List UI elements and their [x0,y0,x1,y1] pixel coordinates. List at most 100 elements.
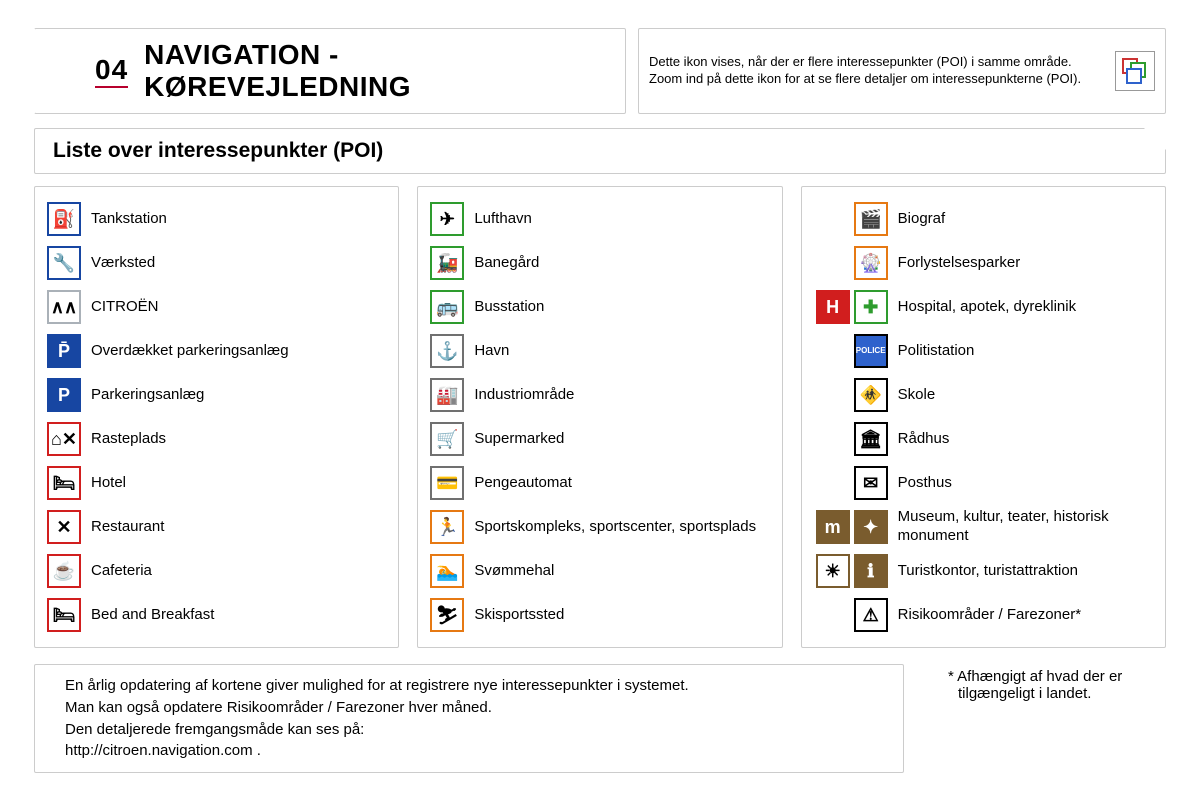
poi-icons: 🚸 [812,378,888,412]
poi-label: Politistation [898,342,1155,361]
poi-icons: 🏭 [428,378,464,412]
poi-row: ✉ Posthus [812,461,1155,505]
poi-icons: ⚠ [812,598,888,632]
poi-row: ⌂✕ Rasteplads [45,417,388,461]
poi-row: 🛒 Supermarked [428,417,771,461]
poi-column-1: ⛽Tankstation🔧Værksted∧∧CITROËNP̄Overdækk… [34,186,399,648]
poi-icon: 🚂 [430,246,464,280]
poi-label: Lufthavn [474,210,771,229]
poi-label: Rådhus [898,430,1155,449]
poi-icons: 🎡 [812,246,888,280]
poi-row: 🏃 Sportskompleks, sportscenter, sportspla… [428,505,771,549]
poi-label: Havn [474,342,771,361]
poi-row: 🏛 Rådhus [812,417,1155,461]
poi-icons: H✚ [812,290,888,324]
poi-label: Rasteplads [91,430,388,449]
poi-label: Sportskompleks, sportscenter, sportsplad… [474,518,771,537]
poi-icons: ✉ [812,466,888,500]
poi-row: 🚸 Skole [812,373,1155,417]
poi-row: 🛏Hotel [45,461,388,505]
footer-row: En årlig opdatering af kortene giver mul… [34,664,1166,773]
poi-icons: POLICE [812,334,888,368]
poi-label: Banegård [474,254,771,273]
poi-icon: POLICE [854,334,888,368]
poi-icon: 💳 [430,466,464,500]
poi-icon: ⛷ [430,598,464,632]
update-line: Man kan også opdatere Risikoområder / Fa… [65,697,873,719]
poi-row: 🎬 Biograf [812,197,1155,241]
poi-icons: 🛏 [45,466,81,500]
poi-row: P̄ Overdækket parkeringsanlæg [45,329,388,373]
poi-row: ⛷ Skisportssted [428,593,771,637]
poi-row: 🛏 Bed and Breakfast [45,593,388,637]
poi-row: 🏭Industriområde [428,373,771,417]
poi-row: 💳Pengeautomat [428,461,771,505]
poi-icon: ✉ [854,466,888,500]
poi-icons: ⌂✕ [45,422,81,456]
poi-label: Svømmehal [474,562,771,581]
poi-row: ⛽ Tankstation [45,197,388,241]
poi-column-2: ✈Lufthavn 🚂 Banegård 🚌 Busstation ⚓ Havn 🏭Indus… [417,186,782,648]
poi-icons: ⛷ [428,598,464,632]
update-line: Den detaljerede fremgangsmåde kan ses på… [65,719,873,741]
poi-label: Busstation [474,298,771,317]
poi-icon: ∧∧ [47,290,81,324]
poi-label: Parkeringsanlæg [91,386,388,405]
poi-icon: ⚓ [430,334,464,368]
poi-icon: 🎬 [854,202,888,236]
poi-icons: 🚂 [428,246,464,280]
poi-icons: ✕ [45,510,81,544]
poi-icon: ✕ [47,510,81,544]
poi-row: 🚂 Banegård [428,241,771,285]
poi-icon: ℹ [854,554,888,588]
poi-icon: 🔧 [47,246,81,280]
poi-icons: 🛒 [428,422,464,456]
poi-columns: ⛽Tankstation🔧Værksted∧∧CITROËNP̄Overdækk… [34,186,1166,648]
multi-poi-note: Dette ikon vises, når der er flere inter… [638,28,1166,114]
poi-label: Supermarked [474,430,771,449]
poi-label: Tankstation [91,210,388,229]
poi-icon: ☀ [816,554,850,588]
poi-row: m✦ Museum, kultur, teater, historisk monu… [812,505,1155,549]
poi-icon: 🏭 [430,378,464,412]
poi-label: Biograf [898,210,1155,229]
poi-label: Posthus [898,474,1155,493]
poi-row: ☕Cafeteria [45,549,388,593]
poi-icons: ☀ℹ [812,554,888,588]
poi-label: Risikoområder / Farezoner* [898,606,1155,625]
poi-label: Skisportssted [474,606,771,625]
poi-icon: m [816,510,850,544]
poi-icon: 🏃 [430,510,464,544]
poi-icons: 🚌 [428,290,464,324]
poi-icon: ⛽ [47,202,81,236]
poi-icons: ⛽ [45,202,81,236]
poi-icon: P [47,378,81,412]
multi-poi-icon [1115,51,1155,91]
poi-icon: 🏛 [854,422,888,456]
poi-icons: 🏃 [428,510,464,544]
poi-column-3: 🎬Biograf🎡ForlystelsesparkerH✚Hospital, a… [801,186,1166,648]
poi-row: 🔧 Værksted [45,241,388,285]
poi-icon: 🏊 [430,554,464,588]
poi-icon: H [816,290,850,324]
poi-icons: m✦ [812,510,888,544]
poi-label: Museum, kultur, teater, historisk monume… [898,508,1155,546]
poi-icon: P̄ [47,334,81,368]
poi-label: Bed and Breakfast [91,606,388,625]
page: 04 NAVIGATION - KØREVEJLEDNING Dette iko… [0,0,1200,773]
poi-icon: 🛒 [430,422,464,456]
poi-row: ⚠ Risikoområder / Farezoner* [812,593,1155,637]
poi-icon: ✚ [854,290,888,324]
poi-label: Værksted [91,254,388,273]
poi-icon: ✦ [854,510,888,544]
poi-label: Skole [898,386,1155,405]
poi-row: P Parkeringsanlæg [45,373,388,417]
poi-icons: 🎬 [812,202,888,236]
header-row: 04 NAVIGATION - KØREVEJLEDNING Dette iko… [34,28,1166,114]
poi-row: 🚌 Busstation [428,285,771,329]
poi-row: ✈Lufthavn [428,197,771,241]
poi-label: Overdækket parkeringsanlæg [91,342,388,361]
poi-icon: 🎡 [854,246,888,280]
poi-icons: P̄ [45,334,81,368]
poi-icons: 🛏 [45,598,81,632]
